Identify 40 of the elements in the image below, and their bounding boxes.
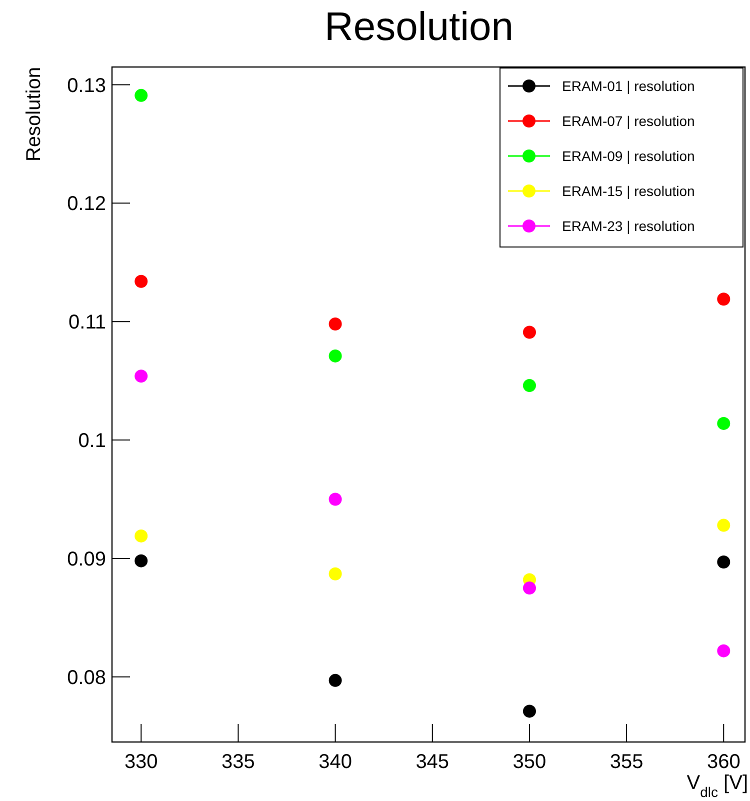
point — [134, 554, 148, 568]
point — [717, 556, 730, 568]
x-axis-title: V$_{dlc}$ [V] — [686, 772, 748, 800]
legend-label: ERAM-15 | resolution — [562, 183, 695, 199]
point — [522, 379, 536, 392]
point — [717, 292, 730, 306]
y-axis-title: Resolution — [23, 67, 45, 162]
legend-label: ERAM-23 | resolution — [562, 218, 695, 234]
point — [717, 518, 730, 532]
y-tick-label: 0.13 — [67, 74, 106, 97]
y-tick-label: 0.12 — [67, 193, 106, 216]
point — [134, 370, 148, 383]
point — [522, 326, 536, 339]
point — [134, 529, 148, 542]
y-tick-label: 0.09 — [67, 548, 106, 570]
legend-label: ERAM-07 | resolution — [562, 113, 695, 129]
x-tick-label: 345 — [416, 751, 450, 773]
point — [522, 582, 536, 595]
x-tick-label: 330 — [124, 751, 158, 773]
point — [328, 567, 342, 580]
x-tick-label: 360 — [706, 751, 740, 773]
point — [522, 704, 536, 718]
point — [134, 88, 148, 102]
point — [717, 416, 730, 430]
point — [134, 274, 148, 288]
x-tick-label: 350 — [512, 751, 546, 773]
x-tick-label: 355 — [610, 751, 644, 773]
point — [328, 349, 342, 362]
legend-label: ERAM-01 | resolution — [562, 78, 695, 94]
point — [328, 317, 342, 330]
point — [328, 674, 342, 687]
point — [328, 492, 342, 506]
legend-label: ERAM-09 | resolution — [562, 148, 695, 164]
chart-title: Resolution — [324, 5, 514, 49]
y-tick-label: 0.1 — [78, 430, 106, 452]
y-tick-label: 0.11 — [68, 312, 106, 334]
x-tick-label: 340 — [318, 751, 352, 773]
x-tick-label: 335 — [222, 751, 255, 773]
y-tick-label: 0.08 — [67, 666, 106, 689]
point — [717, 644, 730, 658]
